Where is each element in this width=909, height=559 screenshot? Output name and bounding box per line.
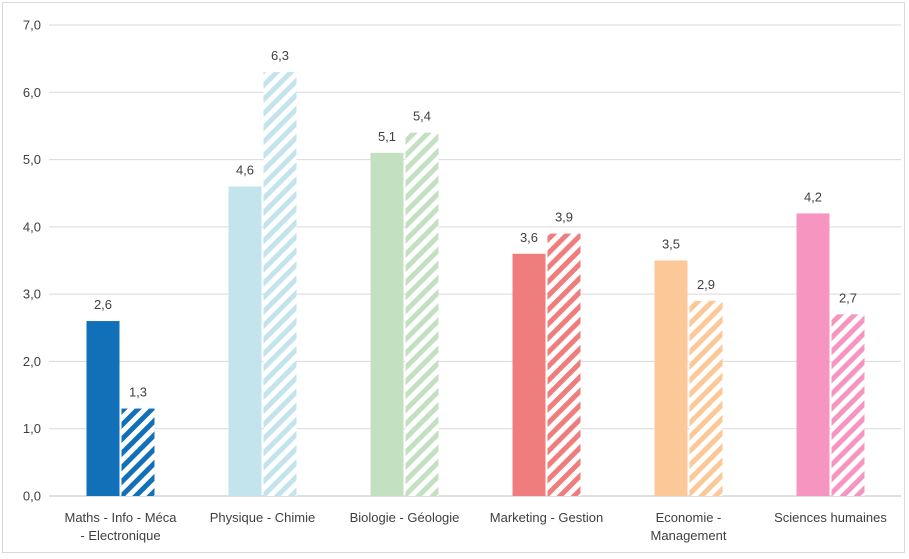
x-axis: Maths - Info - Méca - Electronique Physiqu… [65, 510, 888, 543]
category-label: Biologie - Géologie [350, 510, 460, 525]
bar-hatched [547, 233, 581, 497]
y-tick-label: 3,0 [23, 287, 41, 302]
chart-frame: 0,0 1,0 2,0 3,0 4,0 5,0 6,0 7,0 2,6 1,3 4,6 6,3 5,1… [2, 2, 905, 553]
y-axis: 0,0 1,0 2,0 3,0 4,0 5,0 6,0 7,0 [23, 18, 41, 504]
bar-hatched [831, 314, 865, 496]
y-tick-label: 1,0 [23, 421, 41, 436]
data-label: 4,2 [804, 189, 822, 204]
gridlines [49, 24, 901, 497]
data-label: 3,9 [555, 210, 573, 225]
y-tick-label: 0,0 [23, 489, 41, 504]
y-tick-label: 5,0 [23, 152, 41, 167]
bar-hatched [405, 132, 439, 496]
data-label: 5,4 [413, 109, 431, 124]
data-label: 5,1 [378, 129, 396, 144]
data-label: 6,3 [271, 48, 289, 63]
bars [86, 72, 865, 497]
category-label: Physique - Chimie [210, 510, 316, 525]
y-tick-label: 7,0 [23, 18, 41, 33]
bar-solid [228, 186, 262, 496]
data-label: 4,6 [236, 162, 254, 177]
y-tick-label: 2,0 [23, 354, 41, 369]
data-label: 1,3 [129, 385, 147, 400]
bar-solid [796, 213, 830, 496]
bar-solid [512, 253, 546, 496]
category-label: Sciences humaines [774, 510, 887, 525]
category-label: Marketing - Gestion [490, 510, 603, 525]
bar-chart: 0,0 1,0 2,0 3,0 4,0 5,0 6,0 7,0 2,6 1,3 4,6 6,3 5,1… [23, 18, 901, 543]
bar-hatched [689, 300, 723, 496]
y-tick-label: 4,0 [23, 219, 41, 234]
y-tick-label: 6,0 [23, 85, 41, 100]
data-label: 3,6 [520, 230, 538, 245]
data-label: 2,9 [697, 277, 715, 292]
bar-hatched [263, 72, 297, 496]
bar-solid [86, 321, 120, 496]
bar-hatched [121, 408, 155, 496]
data-label: 2,6 [94, 297, 112, 312]
data-label: 2,7 [839, 290, 857, 305]
category-label: Maths - Info - Méca - Electronique [65, 510, 178, 543]
bar-solid [654, 260, 688, 496]
data-label: 3,5 [662, 237, 680, 252]
category-label: Economie -Management [651, 510, 727, 543]
data-labels: 2,6 1,3 4,6 6,3 5,1 5,4 3,6 3,9 3,5 2,9 4,2 2,7 [94, 48, 857, 399]
bar-solid [370, 152, 404, 497]
